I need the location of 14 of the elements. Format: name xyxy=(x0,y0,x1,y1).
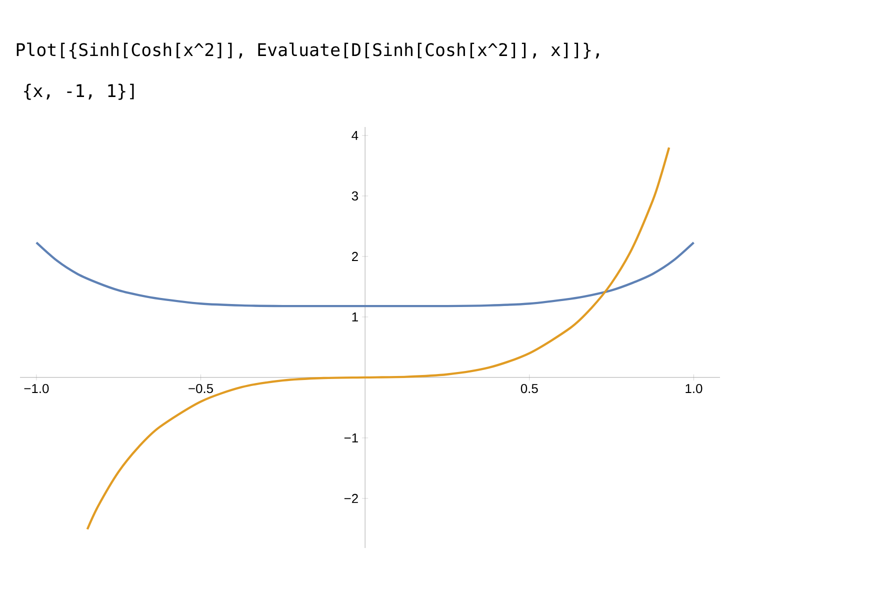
x-tick-label: −1.0 xyxy=(24,384,49,394)
chart-subtitle: {x, -1, 1}] xyxy=(24,84,134,100)
y-tick-label: 4 xyxy=(352,131,358,140)
y-tick-label: −1 xyxy=(344,433,358,442)
y-tick-label: 2 xyxy=(352,252,358,261)
y-tick-label: 3 xyxy=(352,191,358,201)
y-tick-label: −2 xyxy=(344,494,358,503)
chart-title: Plot[{Sinh[Cosh[x^2]], Evaluate[D[Sinh[Cosh[x^2]], x]]}, xyxy=(16,42,599,59)
line-series xyxy=(86,146,670,530)
x-tick-label: −0.5 xyxy=(188,384,213,394)
line-series xyxy=(35,241,695,308)
y-tick-label: 1 xyxy=(352,312,358,322)
x-tick-label: 1.0 xyxy=(686,384,702,394)
x-tick-label: 0.5 xyxy=(520,384,538,394)
